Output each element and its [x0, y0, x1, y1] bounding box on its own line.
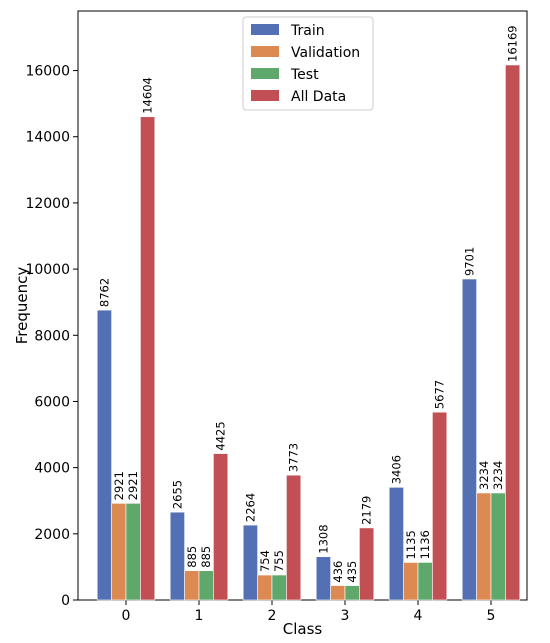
- bar-value-label: 754: [258, 550, 272, 572]
- bar-value-label: 3406: [389, 455, 403, 484]
- y-tick-label: 12000: [25, 196, 70, 212]
- legend-swatch: [251, 46, 279, 57]
- bar: [330, 585, 346, 601]
- bar: [432, 411, 448, 601]
- bar-value-label: 16169: [506, 25, 520, 62]
- y-axis-title: Frequency: [13, 267, 31, 345]
- bar: [286, 474, 302, 601]
- bar: [111, 503, 127, 601]
- bar-value-label: 436: [331, 561, 345, 583]
- legend-label: Train: [290, 23, 325, 39]
- bar-value-label: 3234: [477, 461, 491, 490]
- bar: [184, 570, 200, 601]
- bar-value-label: 4425: [214, 421, 228, 450]
- y-tick-label: 4000: [34, 461, 70, 477]
- bar: [198, 570, 214, 601]
- y-tick-label: 16000: [25, 64, 70, 80]
- bar: [257, 574, 273, 601]
- y-tick-label: 10000: [25, 262, 70, 278]
- bar-labels: 8762 2921 2921 14604 2655 885 885 4425 2264 754 75…: [97, 25, 519, 582]
- bar: [344, 585, 360, 601]
- x-axis: 0 1 2 3 4 5: [122, 600, 496, 624]
- bar-value-label: 3773: [287, 443, 301, 472]
- bar-value-label: 5677: [433, 380, 447, 409]
- x-tick-label: 0: [122, 608, 131, 624]
- bar: [315, 556, 331, 601]
- x-axis-title: Class: [283, 620, 323, 638]
- legend-label: Test: [290, 67, 319, 83]
- bar-value-label: 14604: [141, 77, 155, 114]
- bar: [388, 486, 404, 601]
- bar: [271, 574, 287, 601]
- bar-value-label: 8762: [97, 278, 111, 307]
- bar-value-label: 1308: [316, 524, 330, 553]
- bar-value-label: 435: [345, 561, 359, 583]
- x-tick-label: 3: [341, 608, 350, 624]
- bar-value-label: 2264: [243, 493, 257, 522]
- bar: [417, 562, 433, 601]
- legend-swatch: [251, 24, 279, 35]
- legend-swatch: [251, 90, 279, 101]
- bar: [505, 64, 521, 601]
- bar: [490, 492, 506, 601]
- bar: [125, 503, 141, 601]
- x-tick-label: 2: [268, 608, 277, 624]
- y-tick-label: 8000: [34, 328, 70, 344]
- bar: [359, 527, 375, 601]
- plot-area: [77, 10, 528, 601]
- bar: [140, 116, 156, 601]
- bars: [96, 64, 521, 601]
- bar-value-label: 2921: [126, 471, 140, 500]
- x-tick-label: 1: [195, 608, 204, 624]
- bar-value-label: 9701: [462, 247, 476, 276]
- legend-box: [242, 16, 374, 111]
- bar-value-label: 1135: [404, 530, 418, 559]
- bar-value-label: 755: [272, 550, 286, 572]
- legend: Train Validation Test All Data: [242, 16, 374, 111]
- bar: [461, 278, 477, 601]
- legend-label: Validation: [291, 45, 360, 61]
- bar-value-label: 885: [199, 546, 213, 568]
- plot-frame: [77, 10, 528, 601]
- y-axis: 0 2000 4000 6000 8000 10000 12000 14000 16000: [25, 64, 78, 609]
- y-tick-label: 6000: [34, 394, 70, 410]
- bar: [213, 453, 229, 601]
- x-tick-label: 4: [414, 608, 423, 624]
- bar: [476, 492, 492, 601]
- legend-swatch: [251, 68, 279, 79]
- bar-value-label: 3234: [491, 461, 505, 490]
- bar: [169, 511, 185, 601]
- legend-label: All Data: [291, 89, 346, 105]
- y-tick-label: 0: [61, 593, 70, 609]
- bar-value-label: 1136: [418, 530, 432, 559]
- bar-value-label: 2921: [112, 471, 126, 500]
- bar-value-label: 885: [185, 546, 199, 568]
- bar-value-label: 2179: [360, 496, 374, 525]
- x-tick-label: 5: [487, 608, 496, 624]
- bar: [96, 309, 112, 601]
- bar-value-label: 2655: [170, 480, 184, 509]
- bar: [403, 562, 419, 601]
- y-tick-label: 14000: [25, 130, 70, 146]
- bar: [242, 524, 258, 601]
- y-tick-label: 2000: [34, 527, 70, 543]
